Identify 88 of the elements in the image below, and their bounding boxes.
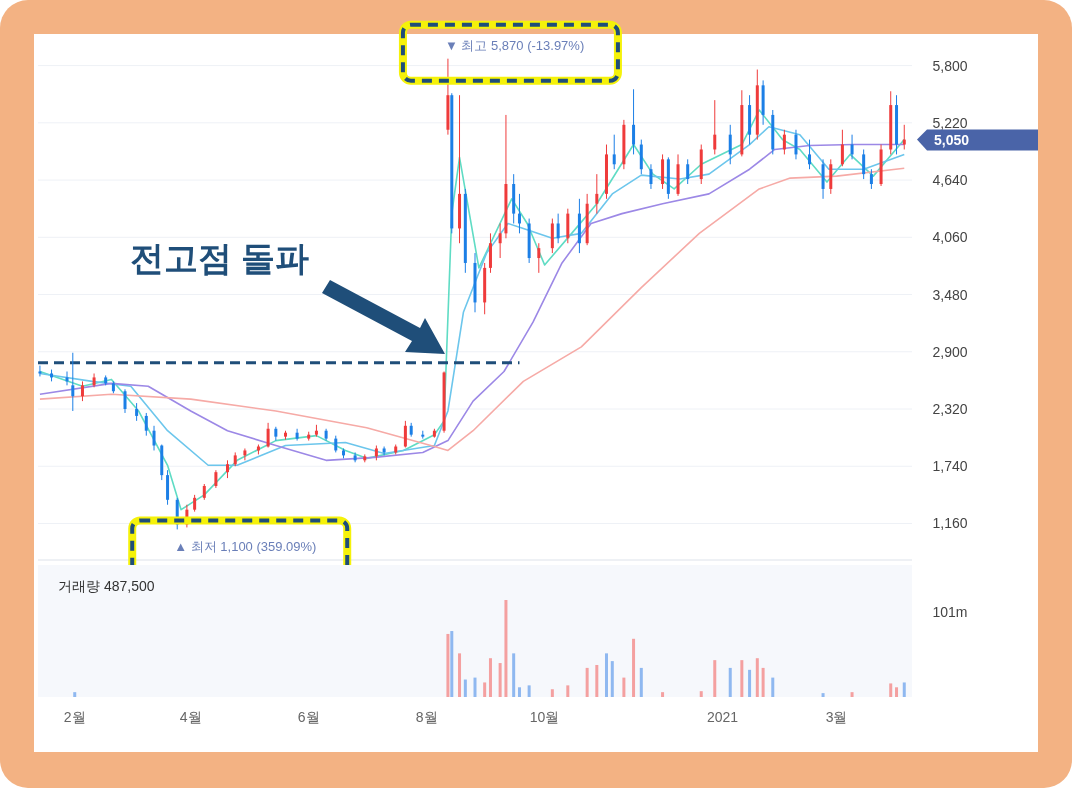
bar — [755, 658, 759, 697]
candlestick — [152, 425, 156, 451]
candlestick — [517, 193, 521, 234]
y-tick-label: 2,320 — [932, 401, 968, 418]
bar — [661, 692, 665, 697]
x-tick-label: 6월 — [297, 709, 320, 725]
x-tick-label: 10월 — [529, 709, 560, 725]
bar — [463, 679, 467, 697]
candlestick — [65, 371, 69, 386]
bar — [889, 683, 893, 697]
y-tick-label: 4,060 — [932, 229, 968, 246]
candlestick — [403, 420, 407, 448]
y-tick-label: 5,800 — [932, 57, 968, 74]
annotation: ▼ 최고 5,870 (-13.97%) — [444, 37, 585, 53]
bar — [895, 687, 899, 697]
bar — [585, 667, 589, 697]
y-tick-label: 5,220 — [932, 114, 968, 131]
bar — [740, 660, 744, 697]
bar — [73, 692, 77, 697]
bar — [622, 677, 626, 697]
candlestick — [353, 451, 357, 463]
candlestick — [862, 148, 866, 180]
candlestick — [71, 352, 75, 412]
candlestick — [556, 213, 560, 244]
candlestick — [144, 412, 148, 437]
bar — [512, 653, 516, 697]
bar — [902, 682, 906, 697]
candlestick — [850, 134, 854, 160]
x-tick-label: 3월 — [825, 709, 848, 725]
bar — [446, 633, 450, 697]
y-tick-label: 4,640 — [932, 172, 968, 189]
bar — [527, 685, 531, 697]
bar — [550, 689, 554, 697]
candlestick — [123, 388, 127, 414]
annotation: 5,050 — [934, 131, 970, 148]
bar — [450, 631, 454, 697]
x-tick-label: 2월 — [63, 709, 86, 725]
bar — [595, 664, 599, 697]
bar — [771, 677, 775, 697]
bar — [473, 677, 477, 697]
candlestick — [686, 158, 690, 185]
y-tick-label: 1,740 — [932, 458, 968, 475]
candlestick — [869, 168, 873, 190]
bar — [458, 653, 462, 697]
bar — [639, 667, 643, 697]
y-tick-label: 1,160 — [932, 515, 968, 532]
x-tick-label: 2021 — [706, 709, 739, 725]
bar — [850, 692, 854, 697]
candlestick — [902, 124, 906, 150]
bar — [504, 600, 508, 697]
annotation: ▲ 최저 1,100 (359.09%) — [174, 539, 317, 555]
candlestick — [728, 124, 732, 165]
x-tick-label: 4월 — [179, 709, 202, 725]
bar — [821, 693, 825, 697]
candlestick — [266, 422, 270, 448]
x-tick-label: 8월 — [415, 709, 438, 725]
candlestick — [649, 163, 653, 190]
bar — [699, 691, 703, 697]
bar — [566, 685, 570, 697]
candlestick — [498, 222, 502, 259]
bar — [748, 669, 752, 697]
bar — [483, 682, 487, 697]
candlestick — [537, 242, 541, 274]
candlestick — [632, 88, 636, 155]
y-tick-label: 3,480 — [932, 286, 968, 303]
candlestick — [612, 134, 616, 170]
bar — [728, 667, 732, 697]
bar — [632, 638, 636, 697]
y-tick-label: 2,900 — [932, 343, 968, 360]
bar — [517, 687, 521, 697]
bar — [713, 660, 717, 697]
candlestick — [794, 129, 798, 160]
text: 101m — [932, 604, 968, 620]
bar — [610, 661, 614, 697]
candlestick — [80, 380, 84, 402]
candlestick — [713, 99, 717, 155]
bar — [488, 658, 492, 697]
text: 거래량 487,500 — [58, 578, 155, 594]
bar — [761, 667, 765, 697]
candlestick — [782, 129, 786, 155]
candlestick — [295, 428, 299, 442]
bar — [498, 663, 502, 697]
annotation: 전고점 돌파 — [130, 239, 310, 277]
candlestick — [840, 129, 844, 167]
candlestick — [808, 139, 812, 170]
bar — [604, 653, 608, 697]
candlestick — [243, 447, 247, 461]
candlestick — [595, 173, 599, 215]
